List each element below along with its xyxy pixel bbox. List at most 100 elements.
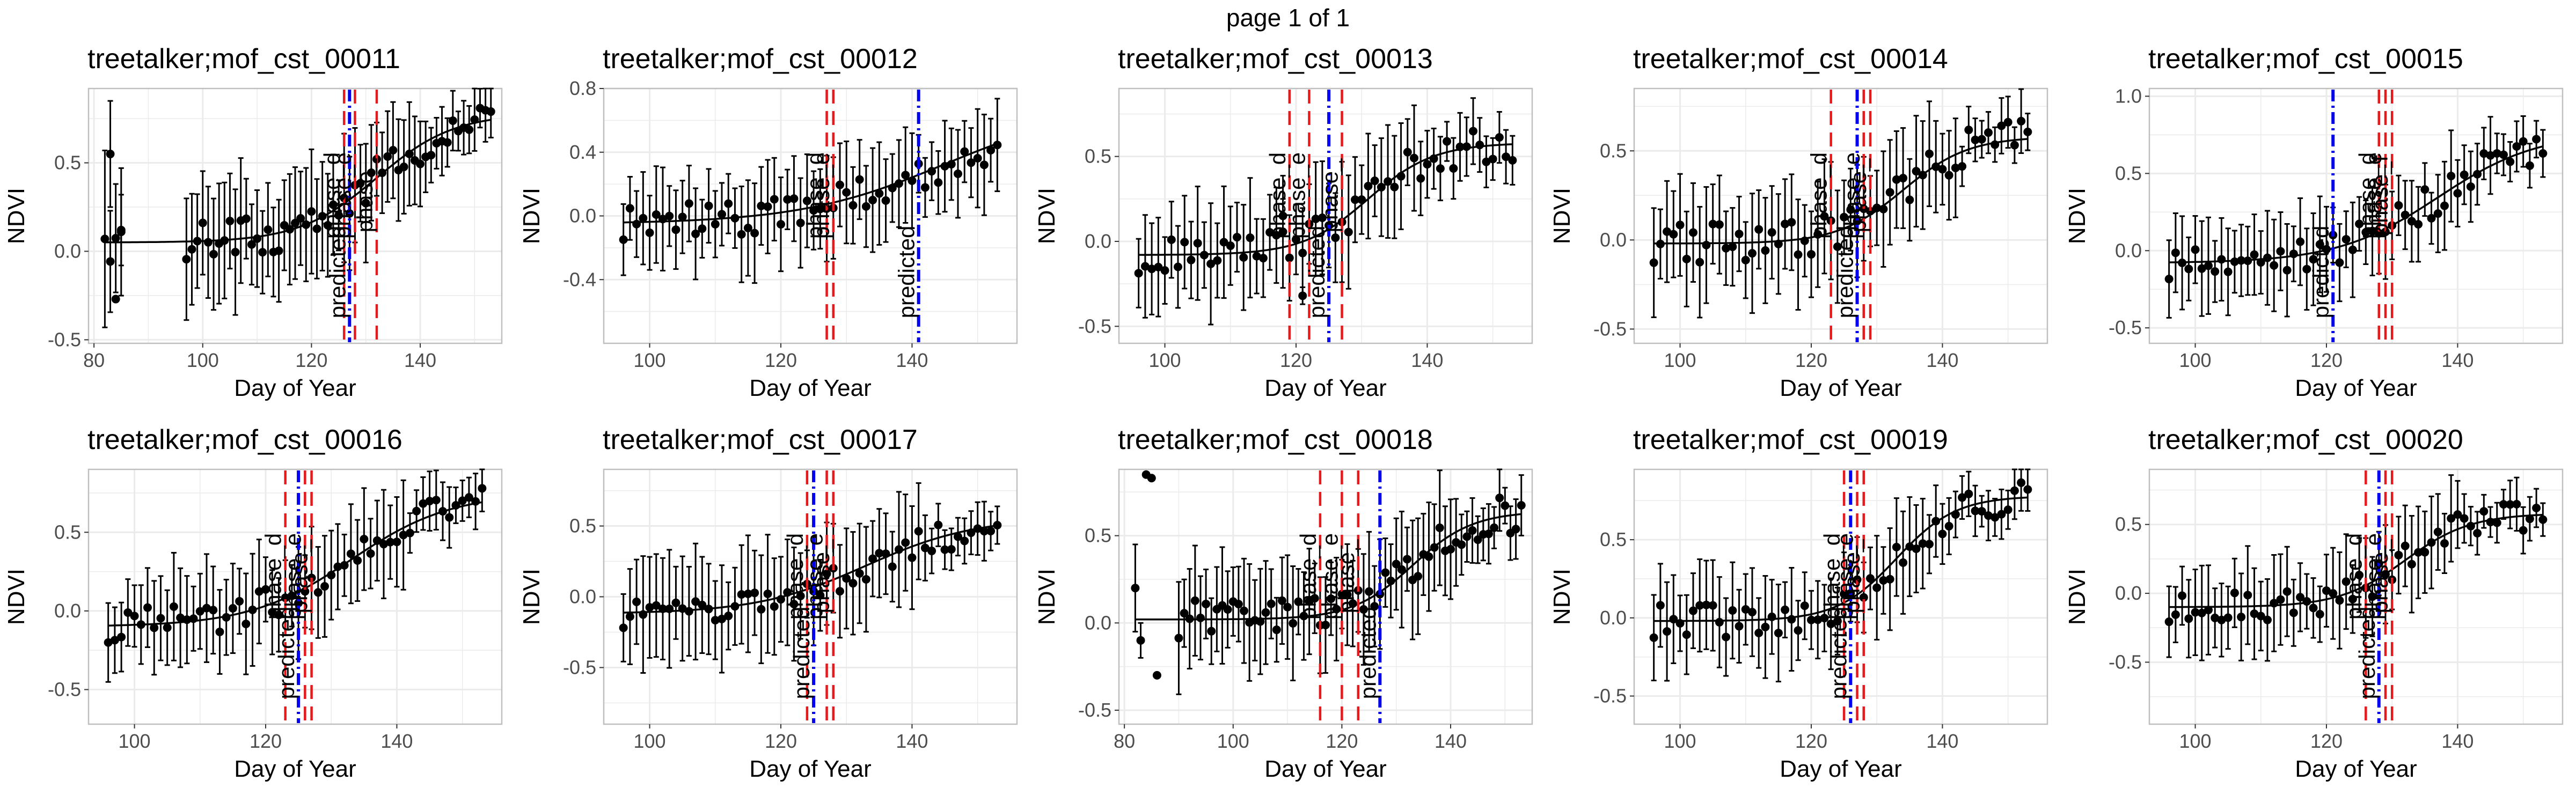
data-point (1131, 584, 1140, 593)
x-tick-label: 120 (1795, 730, 1827, 752)
data-point (136, 620, 145, 629)
y-tick-label: -0.5 (2109, 316, 2142, 338)
data-point (1675, 220, 1685, 230)
data-point (323, 220, 332, 230)
data-point (258, 248, 267, 257)
data-point (1185, 614, 1194, 623)
chart-svg: 100 120 140 -0.5 0.0 0.5 Day of Year NDVI phase_… (1549, 468, 2048, 782)
data-point (318, 212, 327, 221)
data-point (448, 116, 457, 125)
data-point (443, 138, 452, 147)
data-point (2322, 245, 2331, 254)
data-point (2460, 514, 2469, 523)
data-point (986, 526, 996, 535)
data-point (1682, 254, 1691, 263)
data-point (802, 196, 811, 205)
data-point (111, 294, 120, 304)
panel-title: treetalker;mof_cst_00019 (1633, 424, 1948, 455)
phase-label: phase_d (319, 152, 345, 239)
data-point (274, 246, 283, 255)
phase-label: phase_d (261, 533, 286, 620)
data-point (1951, 510, 1960, 519)
data-point (2348, 245, 2357, 254)
data-point (2250, 250, 2259, 259)
data-point (1234, 600, 1243, 609)
data-point (353, 556, 362, 565)
data-point (1278, 227, 1287, 237)
data-point (2315, 610, 2324, 619)
data-point (1502, 152, 1511, 161)
data-point (750, 229, 759, 238)
data-point (2296, 593, 2305, 602)
data-point (111, 234, 120, 243)
x-tick-label: 120 (1326, 730, 1358, 752)
data-point (855, 569, 864, 578)
data-point (2381, 570, 2390, 579)
data-point (1885, 188, 1894, 197)
y-tick-label: -0.5 (1078, 699, 1111, 721)
data-point (2256, 612, 2265, 621)
data-point (836, 587, 844, 596)
x-tick-label: 140 (404, 349, 436, 371)
data-point (1370, 602, 1379, 611)
data-point (285, 225, 294, 234)
data-point (366, 549, 375, 558)
data-point (2322, 586, 2331, 595)
y-tick-label: -0.5 (1078, 315, 1111, 337)
data-point (2355, 219, 2364, 229)
data-point (1964, 126, 1973, 135)
data-point (203, 238, 213, 247)
data-point (822, 569, 831, 578)
data-point (176, 613, 185, 622)
data-point (1669, 230, 1678, 239)
x-tick-label: 120 (250, 730, 282, 752)
data-point (247, 240, 256, 249)
data-point (1826, 619, 1835, 628)
data-point (1912, 167, 1921, 176)
data-point (1925, 540, 1934, 549)
data-point (2440, 201, 2449, 210)
y-tick-label: -0.5 (48, 328, 81, 350)
data-point (1343, 590, 1352, 599)
data-point (737, 230, 746, 239)
data-point (993, 141, 1002, 150)
data-point (678, 604, 687, 613)
data-point (198, 218, 207, 227)
data-point (1469, 127, 1477, 136)
y-tick-label: 1.0 (2115, 85, 2142, 107)
phase-label: phase_d (1819, 533, 1845, 620)
panel-title: treetalker;mof_cst_00012 (603, 43, 918, 75)
data-point (1310, 594, 1319, 603)
data-point (967, 528, 976, 537)
data-point (1971, 506, 1980, 516)
data-point (861, 202, 870, 211)
data-point (2010, 141, 2019, 150)
data-point (868, 554, 877, 563)
data-point (478, 484, 487, 493)
data-point (2184, 614, 2193, 623)
data-point (1872, 583, 1882, 592)
data-point (360, 534, 369, 543)
data-point (1899, 558, 1908, 567)
x-tick-label: 120 (765, 349, 797, 371)
phase-label: phase_e (280, 533, 305, 620)
data-point (1397, 565, 1406, 574)
data-point (1468, 526, 1477, 535)
y-tick-label: 0.0 (54, 240, 81, 262)
data-point (1754, 628, 1763, 637)
data-point (2447, 172, 2456, 181)
data-point (920, 543, 930, 553)
fitted-curve (105, 119, 491, 244)
data-point (1206, 259, 1216, 268)
predicted-label: predicted (1826, 607, 1851, 699)
data-point (625, 204, 634, 213)
chart-svg: 100 120 140 -0.5 0.0 0.5 Day of Year NDVI phase_… (518, 468, 1018, 782)
data-point (1787, 615, 1796, 624)
data-point (1187, 255, 1196, 264)
phase-label: phase_d (782, 533, 808, 620)
data-point (2003, 505, 2012, 514)
data-point (770, 195, 779, 204)
data-point (1457, 540, 1466, 549)
data-point (1925, 149, 1934, 158)
predicted-label: predicted (274, 607, 299, 699)
